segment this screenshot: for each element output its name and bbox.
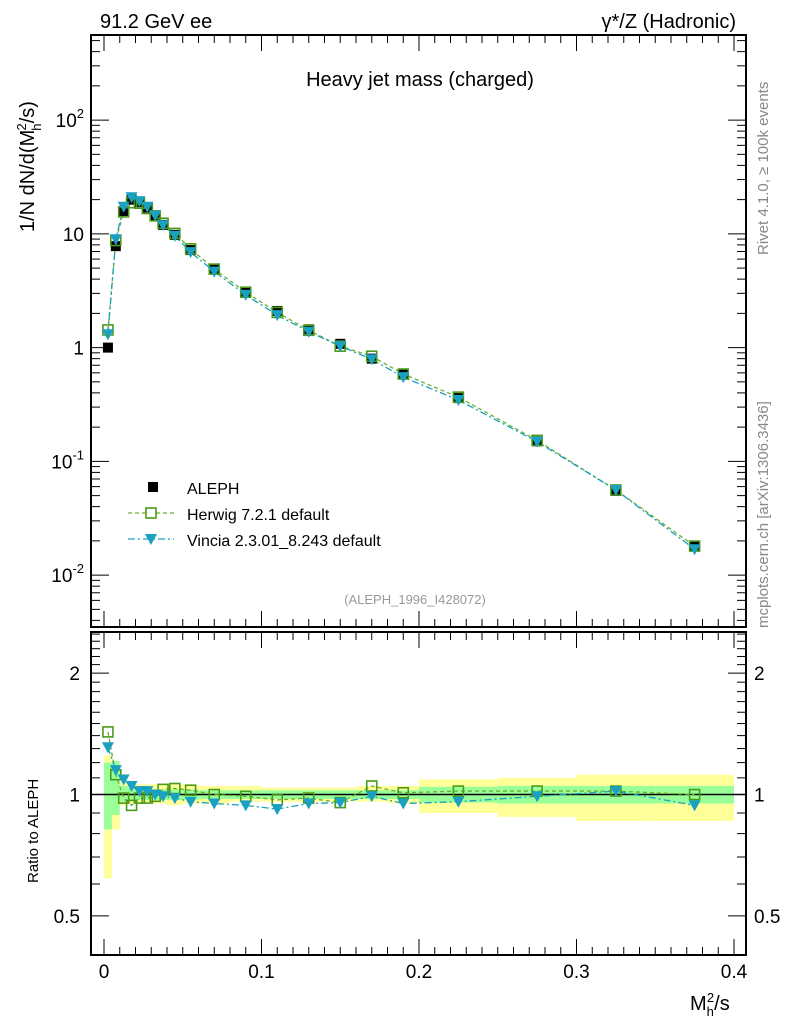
vincia-point [157, 220, 170, 232]
vincia-ratio-point [117, 774, 130, 786]
vincia-ratio-point [157, 791, 170, 803]
y-tick-label: 10-2 [51, 561, 84, 587]
x-tick-label: 0.2 [406, 962, 432, 983]
side-text-bottom: mcplots.cern.ch [arXiv:1306.3436] [755, 401, 772, 628]
analysis-label: (ALEPH_1996_I428072) [344, 592, 486, 607]
y-axis-label-top: 1/N dN/d(Mh2/s) [14, 101, 44, 232]
vincia-point [397, 372, 410, 384]
vincia-ratio-point [365, 791, 378, 803]
herwig-ratio-point [452, 785, 465, 797]
ratio-y-tick-label-right: 1 [754, 786, 765, 807]
legend-aleph-marker [148, 482, 158, 492]
y-axis-label-ratio: Ratio to ALEPH [25, 779, 42, 883]
band-inner [104, 762, 112, 830]
vincia-ratio-point [239, 800, 252, 812]
herwig-ratio-point [117, 792, 130, 804]
legend-herwig-marker [145, 507, 157, 519]
ratio-y-tick-label: 2 [69, 664, 80, 685]
vincia-point [239, 289, 252, 301]
legend: ALEPH Herwig 7.2.1 default Vincia 2.3.01_8… [128, 481, 381, 550]
vincia-point [117, 201, 130, 213]
herwig-ratio-line [107, 731, 695, 807]
legend-label: Herwig 7.2.1 default [187, 507, 330, 524]
vincia-ratio-point [168, 793, 181, 805]
side-text-top: Rivet 4.1.0, ≥ 100k events [755, 82, 772, 255]
vincia-point [168, 230, 181, 242]
vincia-ratio-point [141, 786, 154, 798]
x-tick-label: 0.1 [248, 962, 274, 983]
vincia-point [271, 310, 284, 322]
x-tick-label: 0.4 [721, 962, 748, 983]
legend-label: ALEPH [187, 481, 239, 498]
vincia-point [452, 395, 465, 407]
vincia-ratio-line [107, 747, 695, 810]
vincia-point [184, 247, 197, 259]
header-left: 91.2 GeV ee [100, 11, 212, 33]
vincia-point [334, 341, 347, 353]
vincia-ratio-point [609, 786, 622, 798]
series-lines [107, 196, 696, 810]
x-tick-label: 0 [99, 962, 110, 983]
x-tick-label: 0.3 [563, 962, 589, 983]
band-inner [111, 761, 120, 815]
vincia-ratio-point [133, 786, 146, 798]
axes: 0 0.1 0.2 0.3 0.4 10-2 10-1 1 10 102 0.5 0.5 1 1 2 2 [51, 34, 780, 983]
vincia-point [688, 544, 701, 556]
ratio-y-tick-label: 0.5 [54, 907, 80, 928]
vincia-point [149, 210, 162, 222]
x-axis-label: Mh2/s [690, 990, 730, 1019]
vincia-ratio-point [101, 742, 114, 754]
herwig-ratio-point [365, 780, 378, 792]
vincia-ratio-point [109, 765, 122, 777]
y-tick-label: 1 [73, 339, 84, 360]
vincia-ratio-point [302, 798, 315, 810]
vincia-ratio-point [271, 804, 284, 816]
data-points [101, 192, 701, 816]
y-tick-label: 102 [56, 106, 84, 132]
vincia-point [208, 266, 221, 278]
ratio-y-tick-label-right: 2 [754, 664, 765, 685]
herwig-ratio-point [688, 788, 701, 801]
y-tick-label: 10 [63, 225, 84, 246]
vincia-point [365, 354, 378, 366]
vincia-point [109, 234, 122, 246]
herwig-ratio-point [102, 726, 114, 738]
ratio-y-tick-label: 1 [69, 786, 80, 807]
vincia-point [141, 201, 154, 213]
vincia-line [107, 196, 696, 550]
band-inner [127, 787, 136, 800]
vincia-ratio-point [334, 797, 347, 809]
plot-title: Heavy jet mass (charged) [306, 69, 534, 91]
legend-label: Vincia 2.3.01_8.243 default [187, 533, 381, 550]
herwig-ratio-point [397, 787, 410, 799]
vincia-ratio-point [531, 791, 544, 803]
vincia-ratio-point [452, 796, 465, 808]
vincia-point [302, 326, 315, 338]
vincia-point [125, 192, 138, 204]
vincia-point [133, 196, 146, 208]
ratio-y-tick-label-right: 0.5 [754, 907, 780, 928]
vincia-ratio-point [688, 800, 701, 812]
vincia-point [101, 329, 114, 341]
vincia-ratio-point [125, 781, 138, 793]
vincia-point [531, 436, 544, 448]
uncertainty-bands [91, 755, 746, 879]
vincia-point [609, 485, 622, 497]
header-right: γ*/Z (Hadronic) [602, 11, 736, 33]
herwig-ratio-point [184, 784, 197, 797]
vincia-ratio-point [184, 796, 197, 808]
vincia-ratio-point [397, 798, 410, 810]
legend-vincia-marker [145, 534, 157, 545]
vincia-ratio-point [208, 798, 221, 810]
y-tick-label: 10-1 [51, 447, 84, 473]
herwig-ratio-point [125, 799, 138, 812]
